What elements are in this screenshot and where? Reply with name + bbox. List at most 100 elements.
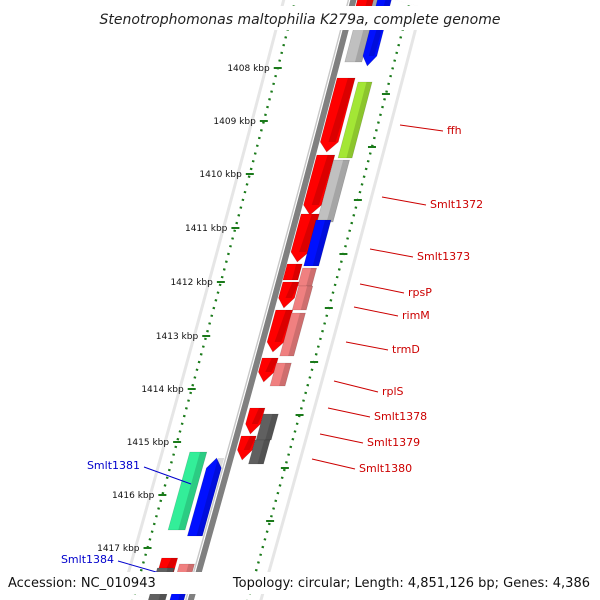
gene-rimM-shade [300, 286, 313, 310]
gene-ffh-red [319, 77, 356, 153]
tick-label: 1416 kbp [112, 491, 155, 501]
leader-line [399, 124, 444, 132]
leader-line [359, 283, 405, 294]
tick-label: 1412 kbp [170, 278, 213, 288]
gene-rplS-shade [279, 363, 292, 386]
gene-red-1412-body [278, 281, 300, 309]
gene-red-1410-shade [311, 155, 335, 205]
gene-labels: ffh Smlt1372 Smlt1373 rpsP rimM trmD rplS Smlt1… [61, 124, 483, 577]
topology-text: Topology: circular; Length: 4,851,126 bp… [232, 576, 590, 591]
title-backdrop [100, 6, 500, 30]
backbone-inner-line [185, 0, 350, 600]
gene-trmD-body [279, 312, 306, 357]
tick-label: 1409 kbp [213, 117, 256, 127]
leader-line-left [143, 466, 192, 485]
gene-ffh-body [337, 81, 373, 159]
gene-smlt1381-shade [178, 452, 207, 530]
gene-smlt1372-shade [326, 160, 350, 222]
gene-ffh-red-body [319, 77, 356, 153]
gene-rplS-body [269, 362, 292, 387]
gene-red-1411 [290, 213, 320, 263]
tick-label: 1408 kbp [227, 64, 270, 74]
gene-smlt1378 [255, 413, 279, 441]
scale-ticks: 1408 kbp 1409 kbp 1410 kbp 1411 kbp 1412 kbp… [97, 64, 390, 554]
gene-smlt1373 [303, 219, 332, 267]
gene-rimM-body [291, 285, 314, 311]
gene-red-smlt1379-body [237, 435, 257, 461]
gene-label-rimm: rimM [402, 309, 430, 322]
gene-red-1412-shade [285, 282, 299, 298]
gene-label-smlt1380: Smlt1380 [359, 462, 412, 475]
gene-smlt1372 [316, 159, 350, 223]
gene-ffh-red-shade [328, 78, 356, 142]
tick-label: 1417 kbp [97, 544, 140, 554]
gene-red-1410-body [303, 154, 336, 216]
gene-blue-1416-body [186, 457, 222, 537]
gene-label-smlt1378: Smlt1378 [374, 410, 427, 423]
leader-line [381, 196, 427, 206]
ring-lines [131, 0, 412, 600]
gene-label-smlt1379: Smlt1379 [367, 436, 420, 449]
gene-rimM [291, 285, 314, 311]
gene-red-1414-body [258, 357, 279, 383]
gene-smlt1381 [167, 451, 208, 531]
gene-red-smlt1378 [245, 407, 266, 435]
gene-red-1412 [278, 281, 300, 309]
gene-red-smlt1378-shade [251, 408, 265, 424]
leader-line [319, 433, 364, 444]
gene-red-1414 [258, 357, 279, 383]
gene-label-smlt1384: Smlt1384 [61, 553, 114, 566]
gene-smlt1378-body [255, 413, 279, 441]
tick-label: 1415 kbp [127, 438, 170, 448]
gene-smlt1378-shade [265, 414, 279, 440]
gene-red-1413-body [266, 309, 294, 353]
gene-smlt1380-body [248, 439, 271, 465]
genome-backbone [187, 0, 357, 600]
gene-label-ffh: ffh [447, 124, 462, 137]
tick-label: 1411 kbp [185, 224, 228, 234]
outer-dotted-ring [246, 0, 412, 600]
leader-line [311, 458, 356, 470]
leader-line [353, 306, 399, 317]
gene-ffh [337, 81, 373, 159]
gene-label-smlt1381: Smlt1381 [87, 459, 140, 472]
tick-label: 1414 kbp [141, 385, 184, 395]
gene-red-smlt1378-body [245, 407, 266, 435]
gene-red-1411-shade [299, 214, 320, 252]
gene-blue-1416-shade [196, 458, 225, 536]
tick-label: 1410 kbp [199, 170, 242, 180]
page-title: Stenotrophomonas maltophilia K279a, comp… [100, 12, 501, 28]
gene-smlt1373-body [303, 219, 332, 267]
gene-red-smlt1379 [237, 435, 257, 461]
gene-label-trmd: trmD [392, 343, 420, 356]
gene-rplS [269, 362, 292, 387]
inner-dotted-ring [131, 0, 297, 600]
gene-rpsP-shade [306, 268, 317, 286]
gene-label-smlt1373: Smlt1373 [417, 250, 470, 263]
gene-rpsP [297, 267, 318, 287]
gene-label-smlt1372: Smlt1372 [430, 198, 483, 211]
leader-line [333, 380, 379, 393]
gene-label-rpsp: rpsP [408, 286, 432, 299]
gene-smlt1372-body [316, 159, 350, 223]
gene-red-1410 [303, 154, 336, 216]
gene-red-1413-shade [274, 310, 293, 342]
gene-smlt1381-body [167, 451, 208, 531]
gene-label-rpls: rplS [382, 385, 404, 398]
gene-red-1414-shade [265, 358, 279, 372]
leader-line [369, 248, 414, 258]
gene-trmD [279, 312, 306, 357]
gene-red-1413 [266, 309, 294, 353]
gene-red-small-a-shade [291, 264, 303, 280]
gene-red-smlt1379-shade [243, 436, 257, 450]
gene-smlt1373-shade [312, 220, 332, 266]
tick-label: 1413 kbp [156, 332, 199, 342]
gene-ffh-shade [346, 82, 373, 158]
gene-blue-1416 [186, 457, 225, 537]
footer-backdrop [4, 572, 596, 594]
gene-red-small-a-body [282, 263, 303, 281]
gene-red-small-a [282, 263, 303, 281]
leader-line [327, 407, 371, 418]
accession-text: Accession: NC_010943 [8, 576, 156, 591]
